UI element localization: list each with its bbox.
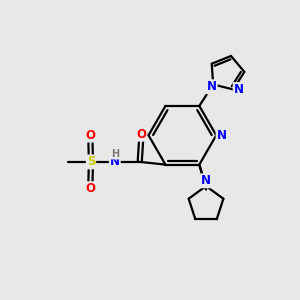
Text: N: N bbox=[207, 80, 217, 93]
Text: S: S bbox=[87, 155, 95, 168]
Text: O: O bbox=[85, 182, 95, 195]
Text: O: O bbox=[85, 129, 95, 142]
Text: N: N bbox=[201, 174, 211, 187]
Text: N: N bbox=[110, 155, 120, 168]
Text: N: N bbox=[217, 129, 226, 142]
Text: O: O bbox=[136, 128, 146, 141]
Text: N: N bbox=[234, 83, 244, 96]
Text: H: H bbox=[111, 148, 119, 159]
